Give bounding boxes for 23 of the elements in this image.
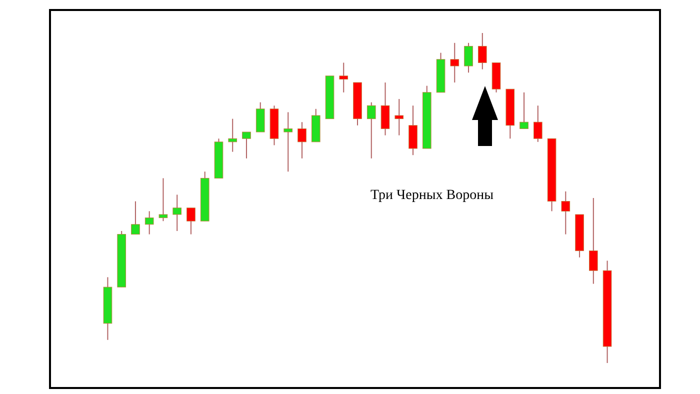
candlestick — [242, 132, 251, 159]
candlestick — [298, 122, 306, 159]
candlestick — [588, 198, 598, 284]
candlestick — [408, 105, 418, 156]
candlestick — [366, 102, 376, 159]
annotation: Три Черных Вороны — [370, 188, 494, 203]
candlestick — [478, 32, 487, 70]
candlestick — [256, 102, 265, 132]
candlestick — [172, 194, 182, 232]
candlestick — [380, 82, 390, 136]
candlestick — [339, 62, 348, 93]
candlestick — [186, 207, 196, 235]
candlestick — [228, 118, 238, 152]
candlestick — [533, 105, 542, 142]
candlestick — [131, 200, 140, 235]
candlestick — [394, 98, 404, 136]
candlestick — [520, 92, 528, 130]
candlestick — [284, 112, 293, 172]
candlestick — [464, 42, 473, 74]
candlestick — [450, 42, 460, 83]
candlestick — [144, 210, 154, 235]
candlestick — [158, 178, 168, 222]
candlestick — [561, 190, 570, 235]
